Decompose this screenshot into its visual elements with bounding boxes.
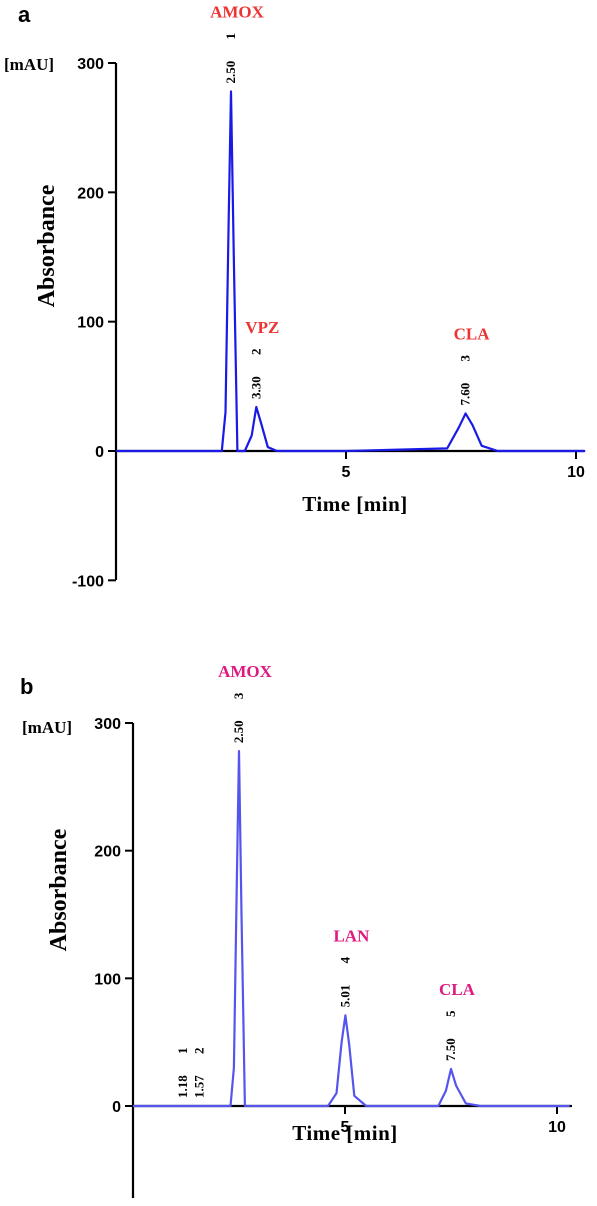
y-tick-label: 100 [94,971,121,988]
peak-number-label: 1 [223,33,238,40]
y-tick-label: 300 [94,716,121,733]
peak-number-label: 3 [458,354,473,361]
peak-rt-label: 2.50 [231,720,246,743]
x-axis-title: Time [min] [292,1121,398,1145]
y-axis-title: Absorbance [34,184,60,307]
chart-panel-a: a [mAU] Absorbance Time [min] -100 0 100 200 300… [4,2,586,590]
peak-compound-label: AMOX [210,2,265,21]
peak-number-label: 1 [175,1048,190,1055]
peak-rt-label: 3.30 [248,376,263,399]
peak-rt-label: 2.50 [223,61,238,84]
chromatogram-trace [116,90,586,453]
y-tick-label: -100 [72,573,104,590]
y-tick-label: 200 [77,185,104,202]
y-tick-label: 0 [95,444,104,461]
peak-rt-label: 7.60 [458,383,473,406]
chromatogram-trace [133,749,570,1108]
peak-compound-label: LAN [333,926,370,945]
peak-number-label: 3 [231,692,246,699]
x-tick-label: 10 [567,464,585,481]
peak-compound-label: AMOX [218,662,273,681]
peak-rt-label: 7.50 [443,1038,458,1061]
peak-rt-label: 1.18 [175,1075,190,1098]
peak-compound-label: CLA [439,980,476,999]
y-tick-label: 100 [77,315,104,332]
peak-compound-label: VPZ [245,318,279,337]
x-axis-title: Time [min] [302,492,408,516]
y-axis-title: Absorbance [46,828,72,951]
x-tick-label: 5 [341,1119,350,1136]
panel-letter: a [18,2,31,27]
peak-number-label: 2 [192,1048,207,1055]
y-unit-label: [mAU] [22,718,72,737]
peak-rt-label: 5.01 [337,985,352,1008]
peak-compound-label: CLA [454,324,491,343]
y-tick-label: 0 [112,1099,121,1116]
x-tick-label: 5 [342,464,351,481]
y-unit-label: [mAU] [4,55,54,74]
peak-rt-label: 1.57 [192,1075,207,1098]
y-tick-label: 200 [94,844,121,861]
peak-number-label: 4 [337,956,352,963]
peak-number-label: 5 [443,1010,458,1017]
panel-letter: b [20,674,33,699]
peak-number-label: 2 [248,349,263,356]
x-tick-label: 10 [548,1119,566,1136]
y-tick-label: 300 [77,56,104,73]
